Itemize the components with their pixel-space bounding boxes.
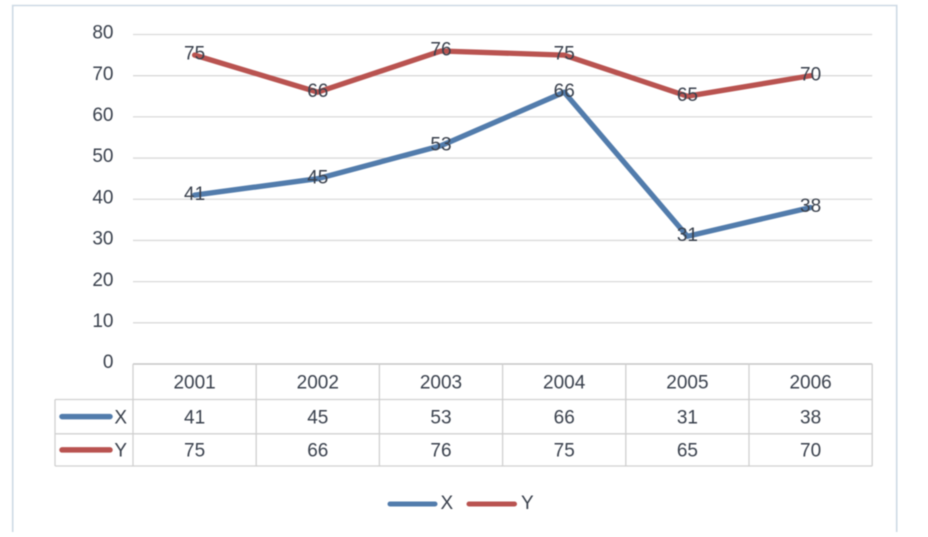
- svg-text:45: 45: [307, 407, 328, 428]
- svg-text:45: 45: [307, 167, 328, 188]
- svg-text:80: 80: [92, 23, 113, 44]
- svg-text:X: X: [114, 407, 127, 428]
- svg-text:75: 75: [184, 44, 205, 65]
- svg-text:2002: 2002: [297, 372, 339, 393]
- svg-text:41: 41: [184, 407, 205, 428]
- svg-text:75: 75: [554, 44, 575, 65]
- svg-text:65: 65: [677, 85, 698, 106]
- svg-text:38: 38: [800, 407, 821, 428]
- svg-text:66: 66: [307, 441, 328, 462]
- svg-text:60: 60: [92, 105, 113, 126]
- svg-text:53: 53: [430, 134, 451, 155]
- svg-text:66: 66: [307, 81, 328, 102]
- svg-text:0: 0: [103, 352, 114, 373]
- svg-text:38: 38: [800, 196, 821, 217]
- svg-text:53: 53: [430, 407, 451, 428]
- svg-text:70: 70: [800, 441, 821, 462]
- svg-text:31: 31: [677, 225, 698, 246]
- svg-text:Y: Y: [521, 493, 534, 514]
- svg-text:76: 76: [430, 441, 451, 462]
- svg-text:10: 10: [92, 311, 113, 332]
- svg-text:20: 20: [92, 270, 113, 291]
- svg-text:70: 70: [92, 64, 113, 85]
- svg-text:2003: 2003: [420, 372, 462, 393]
- svg-text:66: 66: [554, 407, 575, 428]
- svg-text:2006: 2006: [789, 372, 831, 393]
- svg-text:Y: Y: [114, 441, 127, 462]
- svg-text:30: 30: [92, 229, 113, 250]
- svg-text:75: 75: [554, 441, 575, 462]
- svg-text:70: 70: [800, 64, 821, 85]
- svg-text:75: 75: [184, 441, 205, 462]
- svg-text:40: 40: [92, 187, 113, 208]
- svg-text:66: 66: [554, 81, 575, 102]
- svg-text:65: 65: [677, 441, 698, 462]
- svg-text:31: 31: [677, 407, 698, 428]
- svg-text:41: 41: [184, 184, 205, 205]
- svg-text:2001: 2001: [173, 372, 215, 393]
- svg-text:2005: 2005: [666, 372, 708, 393]
- svg-text:X: X: [441, 493, 454, 514]
- svg-text:50: 50: [92, 146, 113, 167]
- svg-text:76: 76: [430, 40, 451, 61]
- svg-text:2004: 2004: [543, 372, 586, 393]
